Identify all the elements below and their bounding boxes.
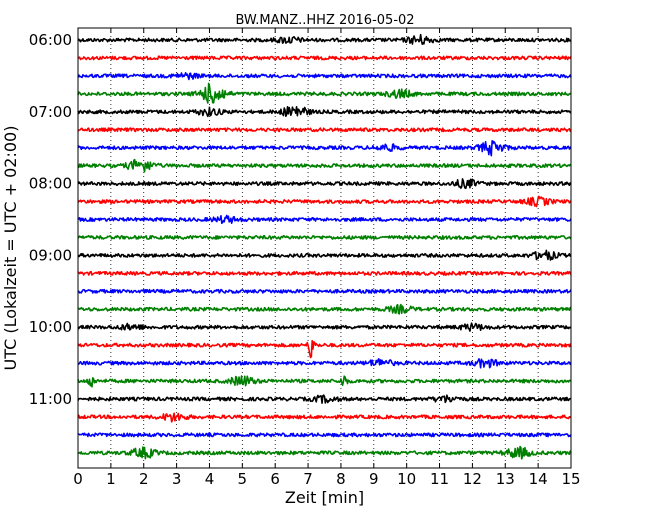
x-tick-label: 7	[303, 470, 313, 488]
trace-0945	[77, 303, 572, 315]
trace-0815	[77, 195, 572, 208]
axes: 0 1 2 3 4 5 6 7 8 9 10 11 12 13 14 1506:0007:0008:0009:…	[29, 28, 581, 488]
x-tick-label: 0	[73, 470, 83, 488]
y-axis-label: UTC (Lokalzeit = UTC + 02:00)	[1, 126, 20, 371]
x-tick-label: 5	[238, 470, 248, 488]
trace-0800	[77, 178, 572, 190]
x-tick-label: 11	[430, 470, 449, 488]
x-tick-label: 3	[172, 470, 182, 488]
y-tick-label: 10:00	[29, 318, 72, 336]
trace-0745	[77, 158, 572, 173]
y-tick-label: 07:00	[29, 103, 72, 121]
y-tick-label: 11:00	[29, 390, 72, 408]
vertical-grid	[110, 28, 539, 468]
x-axis-label: Zeit [min]	[285, 488, 364, 507]
y-tick-label: 08:00	[29, 175, 72, 193]
x-tick-label: 13	[496, 470, 515, 488]
x-tick-label: 12	[463, 470, 482, 488]
trace-0900	[77, 249, 572, 261]
x-tick-label: 6	[270, 470, 280, 488]
y-tick-label: 09:00	[29, 246, 72, 264]
trace-0845	[77, 234, 572, 240]
trace-1015	[77, 339, 572, 359]
trace-0600	[77, 33, 572, 46]
trace-1100	[77, 394, 572, 404]
trace-1130	[77, 432, 572, 438]
trace-1030	[77, 357, 572, 369]
trace-0930	[77, 288, 572, 294]
trace-0630	[77, 72, 572, 81]
trace-0915	[77, 270, 572, 276]
trace-0830	[77, 214, 572, 225]
x-tick-label: 4	[205, 470, 215, 488]
trace-0700	[77, 106, 572, 118]
x-tick-label: 1	[106, 470, 116, 488]
trace-1000	[77, 322, 572, 332]
x-tick-label: 2	[139, 470, 149, 488]
x-tick-label: 15	[561, 470, 580, 488]
trace-1045	[77, 375, 572, 388]
x-tick-label: 9	[369, 470, 379, 488]
chart-title: BW.MANZ..HHZ 2016-05-02	[235, 13, 414, 28]
x-tick-label: 14	[529, 470, 548, 488]
trace-0615	[77, 55, 572, 61]
trace-1145	[77, 445, 572, 460]
seismic-traces	[77, 33, 572, 460]
plot-frame	[77, 27, 572, 469]
trace-1115	[77, 412, 572, 423]
x-tick-label: 8	[336, 470, 346, 488]
trace-0730	[77, 140, 572, 157]
trace-0715	[77, 127, 572, 133]
y-tick-label: 06:00	[29, 31, 72, 49]
x-tick-label: 10	[397, 470, 416, 488]
trace-0645	[77, 82, 572, 104]
